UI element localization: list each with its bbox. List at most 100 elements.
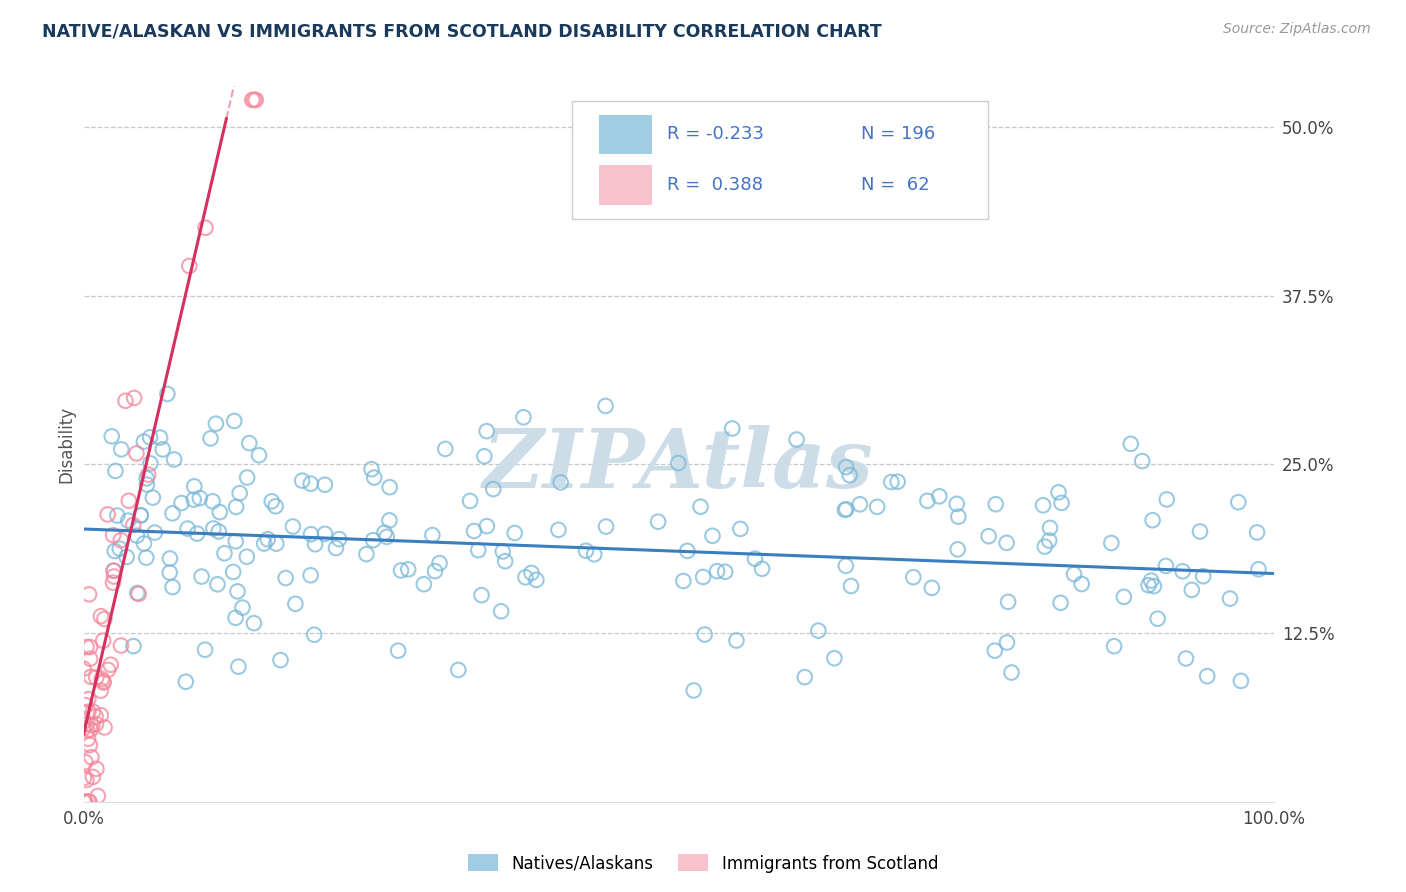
Point: [373, 525, 395, 540]
Point: [228, 659, 250, 673]
Text: ZIPAtlas: ZIPAtlas: [484, 425, 875, 506]
Point: [886, 475, 908, 489]
Point: [823, 651, 845, 665]
Point: [205, 417, 228, 431]
Point: [725, 633, 748, 648]
Point: [225, 500, 247, 514]
Point: [103, 569, 125, 583]
Point: [786, 433, 808, 447]
Point: [1219, 591, 1241, 606]
Point: [97, 508, 120, 522]
Point: [928, 489, 950, 503]
Point: [1049, 596, 1071, 610]
Point: [208, 524, 231, 539]
Point: [110, 639, 132, 653]
Point: [866, 500, 889, 514]
Point: [299, 568, 322, 582]
Point: [299, 476, 322, 491]
Point: [835, 460, 858, 475]
FancyBboxPatch shape: [571, 101, 988, 219]
Point: [689, 500, 711, 514]
Point: [103, 564, 125, 578]
Point: [91, 674, 114, 689]
Point: [512, 410, 534, 425]
Point: [183, 492, 205, 507]
Point: [139, 430, 162, 444]
Point: [264, 500, 287, 514]
Point: [714, 565, 737, 579]
Point: [149, 431, 172, 445]
Point: [84, 709, 107, 723]
Point: [389, 564, 412, 578]
Point: [839, 579, 862, 593]
Point: [328, 532, 350, 546]
Point: [467, 543, 489, 558]
Point: [186, 526, 208, 541]
Point: [835, 502, 858, 516]
Point: [515, 570, 537, 584]
Point: [100, 429, 122, 443]
Point: [270, 653, 292, 667]
Text: N = 196: N = 196: [860, 125, 935, 144]
Point: [917, 493, 939, 508]
Point: [84, 671, 107, 685]
Point: [482, 482, 505, 496]
FancyBboxPatch shape: [599, 165, 652, 205]
Point: [231, 600, 253, 615]
Point: [676, 544, 699, 558]
Point: [76, 723, 98, 738]
Point: [103, 564, 125, 578]
Point: [236, 549, 259, 564]
Point: [266, 537, 288, 551]
Point: [125, 446, 148, 460]
Point: [72, 662, 94, 676]
Point: [524, 573, 547, 587]
Point: [170, 496, 193, 510]
Point: [1140, 574, 1163, 588]
Point: [243, 93, 266, 107]
Point: [72, 795, 94, 809]
Point: [90, 683, 112, 698]
Point: [281, 519, 304, 533]
Text: R = -0.233: R = -0.233: [666, 125, 763, 144]
Point: [80, 670, 103, 684]
Point: [1070, 577, 1092, 591]
Point: [984, 497, 1007, 511]
Point: [984, 643, 1007, 657]
Point: [730, 522, 752, 536]
Point: [129, 508, 152, 523]
Point: [314, 477, 336, 491]
Point: [547, 523, 569, 537]
Point: [682, 683, 704, 698]
Point: [159, 566, 181, 580]
Point: [1142, 513, 1164, 527]
Point: [82, 705, 104, 719]
Point: [208, 505, 231, 519]
Point: [86, 762, 108, 776]
Point: [744, 551, 766, 566]
Point: [214, 546, 236, 560]
Point: [363, 470, 385, 484]
Point: [946, 542, 969, 557]
Point: [378, 513, 401, 527]
Point: [256, 533, 278, 547]
Point: [356, 547, 378, 561]
Point: [458, 494, 481, 508]
Point: [156, 387, 179, 401]
Point: [240, 93, 263, 107]
Point: [1119, 437, 1142, 451]
Point: [132, 434, 155, 449]
Point: [225, 534, 247, 549]
Point: [79, 723, 101, 737]
Point: [162, 507, 184, 521]
Point: [135, 477, 157, 491]
Point: [1143, 579, 1166, 593]
Point: [194, 642, 217, 657]
Point: [360, 462, 382, 476]
Point: [314, 526, 336, 541]
Point: [1130, 454, 1153, 468]
Point: [190, 569, 212, 583]
Point: [122, 518, 145, 533]
Point: [1112, 590, 1135, 604]
Point: [174, 674, 197, 689]
